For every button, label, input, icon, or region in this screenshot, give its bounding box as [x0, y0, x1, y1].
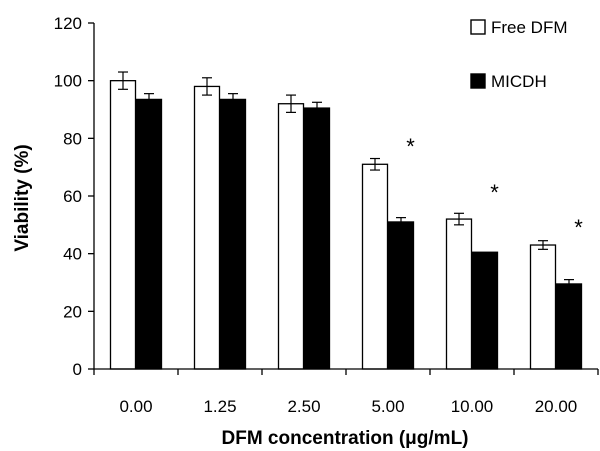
y-tick-label: 20 — [63, 302, 82, 321]
legend-label-micdh: MICDH — [491, 72, 547, 91]
y-axis: 0 20 40 60 80 100 120 — [54, 14, 95, 379]
x-tick-label: 10.00 — [451, 397, 494, 416]
bar-micdh — [387, 221, 415, 370]
legend-item-micdh: MICDH — [470, 72, 547, 91]
plot-area — [109, 71, 583, 370]
bar-micdh — [303, 107, 331, 370]
bar-free-dfm — [529, 244, 557, 370]
y-tick-label: 120 — [54, 14, 82, 33]
legend-swatch-micdh — [470, 73, 486, 89]
y-tick-label: 0 — [73, 360, 82, 379]
legend-swatch-free-dfm — [470, 19, 486, 35]
bar-micdh — [219, 98, 247, 370]
bar-free-dfm — [193, 85, 221, 370]
y-tick-label: 60 — [63, 187, 82, 206]
x-tick-label: 20.00 — [535, 397, 578, 416]
y-tick-label: 100 — [54, 72, 82, 91]
bar-free-dfm — [109, 80, 137, 370]
legend: Free DFM MICDH — [470, 18, 568, 91]
x-tick-label: 5.00 — [371, 397, 404, 416]
significance-marker: * — [490, 180, 499, 205]
x-axis: 0.00 1.25 2.50 5.00 10.00 20.00 — [93, 368, 599, 416]
x-tick-label: 0.00 — [119, 397, 152, 416]
x-tick-label: 2.50 — [287, 397, 320, 416]
bar-free-dfm — [445, 218, 473, 370]
significance-marker: * — [574, 215, 583, 240]
legend-label-free-dfm: Free DFM — [491, 18, 568, 37]
x-axis-title: DFM concentration (μg/mL) — [222, 428, 469, 449]
significance-marker: * — [406, 134, 415, 159]
bar-micdh — [555, 283, 583, 370]
x-tick-label: 1.25 — [203, 397, 236, 416]
y-tick-label: 40 — [63, 245, 82, 264]
annotations: * * * — [406, 134, 583, 240]
y-tick-label: 80 — [63, 129, 82, 148]
y-axis-title: Viability (%) — [12, 144, 33, 251]
bar-free-dfm — [277, 103, 305, 370]
bar-micdh — [471, 251, 499, 370]
legend-item-free-dfm: Free DFM — [470, 18, 568, 37]
bar-micdh — [135, 98, 163, 370]
bar-free-dfm — [361, 163, 389, 370]
